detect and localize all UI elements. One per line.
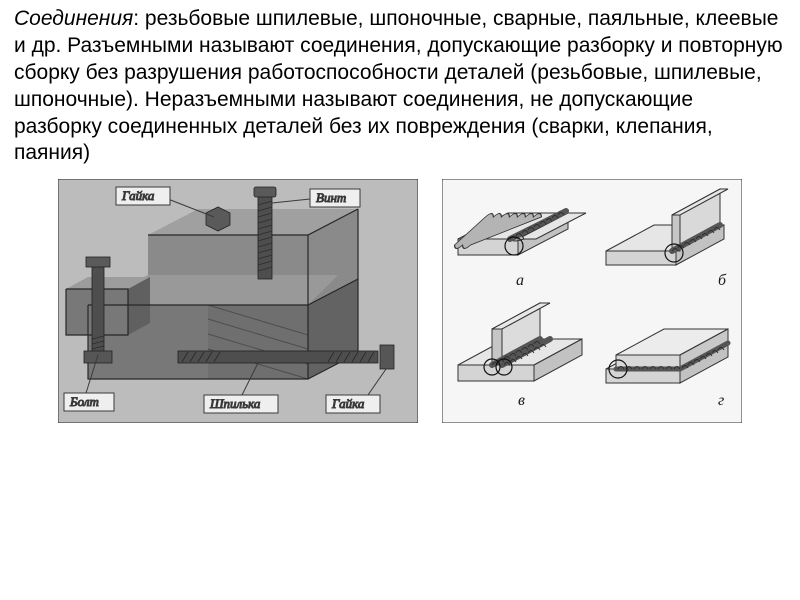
- figure-threaded-section: Гайка Винт Болт Шпилька Гайка: [58, 179, 418, 423]
- label-v: в: [518, 392, 525, 409]
- label-nut-top: Гайка: [121, 188, 155, 203]
- welded-joints-svg: а б: [442, 179, 742, 423]
- label-nut-right: Гайка: [331, 396, 365, 411]
- figure-welded-joints: а б: [442, 179, 742, 423]
- figures-row: Гайка Винт Болт Шпилька Гайка: [0, 179, 800, 423]
- paragraph: Соединения: резьбовые шпилевые, шпоночны…: [0, 0, 800, 167]
- label-stud: Шпилька: [209, 396, 261, 411]
- label-screw: Винт: [316, 190, 346, 205]
- paragraph-body: : резьбовые шпилевые, шпоночные, сварные…: [14, 7, 783, 164]
- label-g: г: [718, 392, 724, 409]
- label-b: б: [718, 272, 727, 289]
- label-bolt: Болт: [69, 394, 99, 409]
- paragraph-emphasis: Соединения: [14, 7, 133, 30]
- label-a: а: [516, 272, 524, 289]
- threaded-section-svg: Гайка Винт Болт Шпилька Гайка: [58, 179, 418, 423]
